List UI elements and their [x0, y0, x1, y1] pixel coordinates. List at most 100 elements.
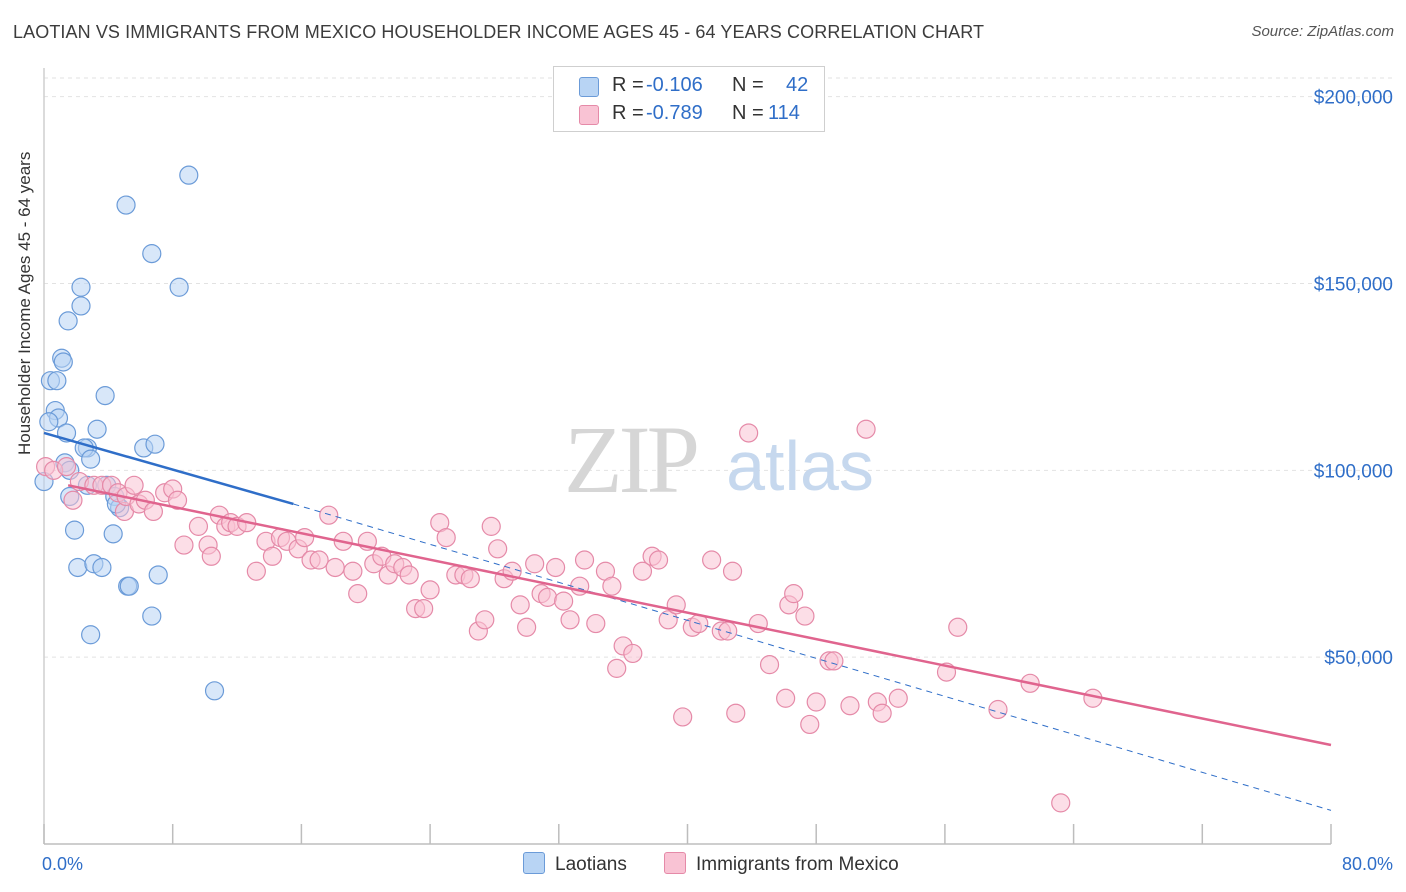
- y-tick-label-3: $200,000: [1314, 88, 1393, 109]
- point-1-108: [948, 617, 968, 637]
- point-1-98: [800, 714, 820, 735]
- point-1-94: [776, 688, 796, 708]
- y-tick-labels: $50,000 $100,000 $150,000 $200,000: [1314, 88, 1393, 669]
- point-1-96: [784, 584, 804, 604]
- point-1-62: [510, 595, 530, 615]
- x-tick-min: 0.0%: [42, 854, 83, 874]
- point-1-49: [414, 598, 434, 619]
- point-1-55: [460, 569, 480, 589]
- chart-source: Source: ZipAtlas.com: [1251, 23, 1394, 40]
- point-1-109: [988, 699, 1008, 720]
- point-0-20: [145, 434, 165, 454]
- point-0-38: [119, 576, 139, 596]
- correlation-legend: R = -0.106 N = 42 R = -0.789 N = 114: [553, 66, 825, 132]
- point-0-6: [58, 311, 78, 331]
- point-0-32: [103, 524, 123, 544]
- legend-row-mexico: R = -0.789 N = 114: [554, 100, 824, 130]
- point-0-39: [142, 606, 162, 626]
- point-1-33: [295, 527, 315, 548]
- point-1-19: [188, 516, 209, 536]
- legend-item-laotians: Laotians: [523, 852, 627, 876]
- point-1-88: [718, 621, 738, 641]
- legend-r-label: R =: [612, 74, 644, 96]
- point-1-40: [348, 584, 368, 604]
- x-tick-max: 80.0%: [1342, 854, 1393, 874]
- y-axis-label: Householder Income Ages 45 - 64 years: [15, 151, 34, 455]
- point-1-90: [726, 703, 746, 723]
- trend-laotians: [43, 431, 294, 506]
- point-1-63: [517, 617, 537, 637]
- point-0-11: [95, 386, 115, 406]
- trend-layer: [43, 431, 1332, 811]
- legend-swatch-mexico: [664, 852, 686, 874]
- point-1-21: [201, 546, 221, 566]
- point-0-31: [64, 520, 85, 540]
- legend-n-label: N =: [732, 74, 764, 96]
- legend-swatch-laotians: [579, 77, 599, 97]
- point-1-69: [560, 610, 580, 630]
- legend-r-label: R =: [612, 102, 644, 124]
- point-1-74: [602, 576, 622, 596]
- point-0-5: [71, 296, 91, 316]
- legend-n-value: 114: [768, 102, 800, 124]
- trend-mexico: [67, 484, 1332, 747]
- point-1-81: [658, 610, 678, 630]
- legend-r-value: -0.789: [646, 102, 703, 124]
- legend-swatch-mexico: [579, 105, 599, 125]
- point-1-66: [537, 587, 558, 607]
- point-1-36: [319, 505, 339, 525]
- grid-lines: [44, 77, 1395, 658]
- point-1-106: [888, 688, 908, 708]
- point-0-3: [169, 277, 189, 297]
- point-1-52: [436, 527, 456, 548]
- point-0-2: [142, 244, 162, 264]
- point-1-103: [856, 419, 876, 439]
- point-0-10: [47, 371, 67, 391]
- series-1: [36, 419, 1103, 813]
- point-1-29: [262, 546, 283, 566]
- watermark-zip: ZIP: [564, 406, 697, 513]
- point-1-17: [167, 490, 188, 510]
- point-1-101: [824, 651, 844, 671]
- point-0-14: [39, 412, 59, 432]
- legend-item-mexico: Immigrants from Mexico: [664, 852, 899, 876]
- point-1-71: [574, 550, 595, 570]
- point-1-80: [648, 550, 669, 570]
- series-0: [34, 165, 225, 701]
- point-1-11: [124, 475, 144, 495]
- point-0-8: [53, 352, 73, 372]
- point-1-78: [632, 561, 653, 581]
- point-1-99: [806, 692, 826, 712]
- point-0-36: [148, 565, 168, 585]
- point-1-2: [56, 457, 77, 477]
- point-0-40: [81, 625, 101, 645]
- point-0-16: [87, 419, 107, 439]
- point-1-102: [840, 696, 860, 716]
- point-0-23: [81, 449, 101, 469]
- point-0-0: [179, 165, 199, 185]
- point-1-27: [246, 561, 266, 581]
- chart-title: LAOTIAN VS IMMIGRANTS FROM MEXICO HOUSEH…: [13, 22, 985, 42]
- point-1-37: [325, 557, 345, 578]
- point-1-111: [1051, 793, 1071, 813]
- point-1-68: [554, 591, 574, 611]
- point-1-77: [623, 643, 643, 664]
- point-0-33: [68, 557, 88, 578]
- point-1-59: [488, 539, 508, 559]
- point-1-97: [795, 606, 815, 626]
- point-1-57: [475, 610, 495, 630]
- point-1-3: [63, 490, 83, 510]
- axes: [43, 68, 1332, 845]
- legend-r-value: -0.106: [646, 74, 703, 96]
- point-1-50: [420, 580, 440, 600]
- y-tick-label-1: $100,000: [1314, 461, 1393, 482]
- point-1-35: [309, 550, 329, 570]
- point-1-105: [872, 703, 892, 723]
- point-1-91: [739, 423, 759, 443]
- watermark: ZIP atlas: [564, 406, 874, 513]
- y-tick-label-0: $50,000: [1324, 648, 1393, 669]
- point-1-83: [673, 707, 693, 727]
- point-1-47: [399, 565, 419, 585]
- point-1-64: [525, 554, 545, 574]
- legend-n-label: N =: [732, 102, 764, 124]
